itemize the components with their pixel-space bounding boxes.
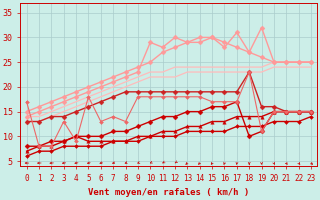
X-axis label: Vent moyen/en rafales ( km/h ): Vent moyen/en rafales ( km/h ): [88, 188, 250, 197]
